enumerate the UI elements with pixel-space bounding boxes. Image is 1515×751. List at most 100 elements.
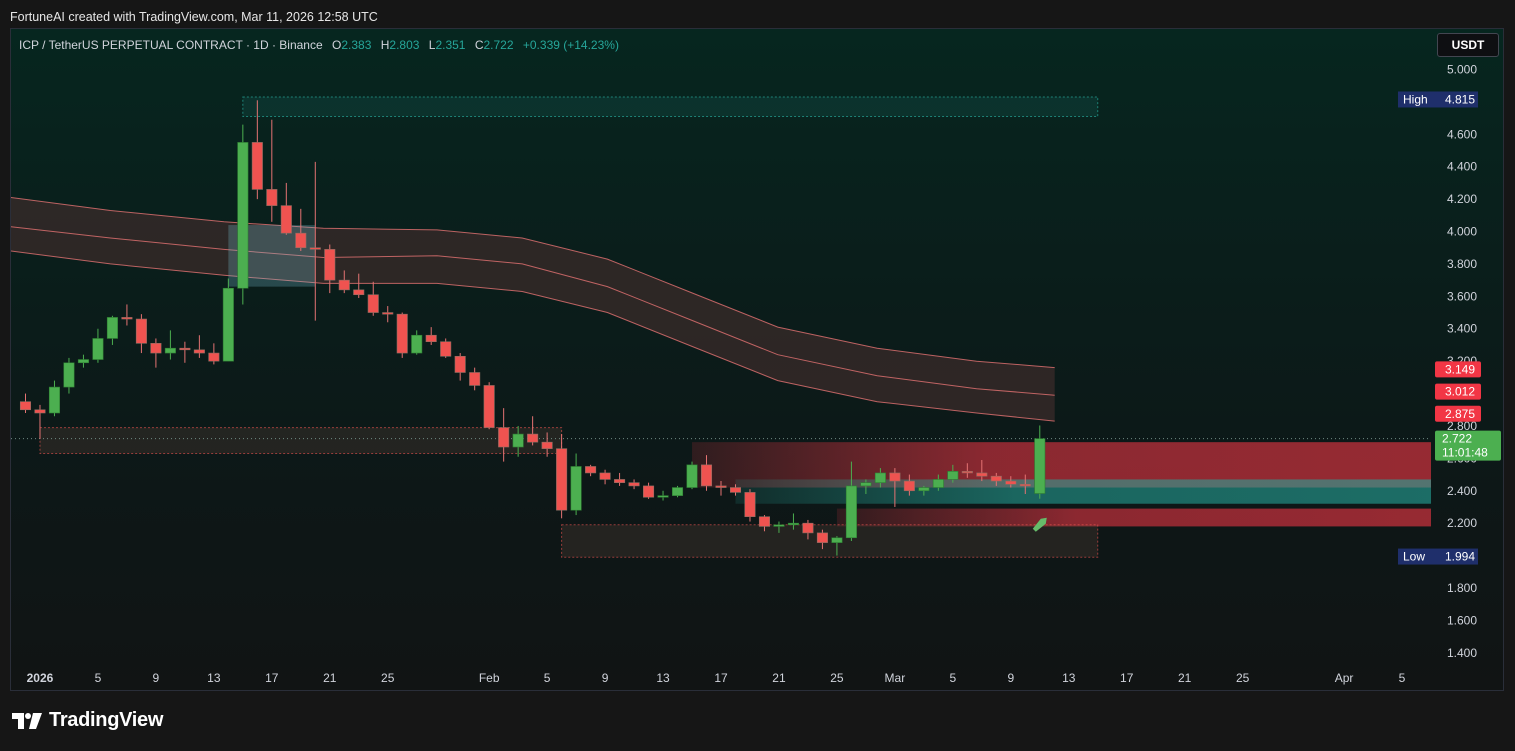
candle: [918, 485, 930, 496]
x-axis-tick: 17: [714, 671, 728, 685]
close-value: 2.722: [483, 38, 514, 52]
candle-body: [454, 355, 466, 373]
candle: [92, 328, 104, 363]
price-tag-bg: [1435, 405, 1481, 422]
candle-body: [990, 475, 1002, 482]
price-tag-value: 4.815: [1445, 92, 1475, 106]
y-axis-tick: 3.800: [1447, 257, 1477, 271]
candle-body: [643, 485, 655, 498]
candle-body: [280, 205, 292, 234]
x-axis-tick: 25: [830, 671, 844, 685]
candle: [599, 469, 611, 485]
candle: [802, 519, 814, 540]
candle-body: [657, 495, 669, 498]
candle: [889, 468, 901, 507]
x-axis-tick: 21: [323, 671, 337, 685]
candle-body: [961, 471, 973, 474]
y-axis-tick: 2.800: [1447, 419, 1477, 433]
candle-body: [541, 441, 553, 449]
candle-body: [353, 289, 365, 296]
candle: [469, 367, 481, 391]
tradingview-icon: [12, 712, 42, 729]
candle: [106, 315, 118, 345]
candle-body: [367, 294, 379, 313]
candle: [425, 327, 437, 345]
candle: [251, 100, 263, 200]
candle-body: [469, 372, 481, 386]
candle: [1005, 476, 1017, 488]
brand-name: TradingView: [49, 709, 164, 731]
candle-body: [309, 247, 321, 250]
candle: [961, 463, 973, 478]
candle: [193, 335, 205, 358]
price-tag-bg: [1435, 361, 1481, 378]
x-axis-tick: 2026: [27, 671, 54, 685]
candle-body: [715, 485, 727, 488]
candle: [77, 354, 89, 368]
open-value: 2.383: [341, 38, 372, 52]
tradingview-logo[interactable]: TradingView: [12, 709, 163, 732]
candle-body: [106, 317, 118, 339]
candle: [672, 485, 684, 498]
candle-body: [918, 487, 930, 492]
candle: [396, 312, 408, 358]
candle: [744, 489, 756, 522]
candle: [63, 357, 75, 394]
price-tag-value: 3.012: [1445, 385, 1475, 399]
candle: [222, 278, 234, 362]
price-chart[interactable]: 5.0004.8004.6004.4004.2004.0003.8003.600…: [11, 29, 1503, 690]
candle-body: [19, 401, 32, 411]
ema-band-mid-line: [11, 226, 1055, 396]
currency-button[interactable]: USDT: [1437, 33, 1499, 57]
candle: [353, 273, 365, 298]
x-axis-tick: 5: [544, 671, 551, 685]
candle-body: [729, 487, 742, 493]
price-tag-bg: [1398, 548, 1478, 565]
price-tag-bg: [1398, 91, 1478, 108]
candle: [585, 464, 597, 477]
x-axis-tick: 5: [1399, 671, 1406, 685]
candle-body: [483, 385, 495, 428]
candle-body: [976, 472, 988, 477]
candle: [831, 536, 843, 556]
candle: [787, 513, 799, 530]
candle-body: [425, 334, 437, 343]
candle-body: [63, 362, 75, 388]
candle: [628, 479, 640, 490]
candle-body: [686, 464, 698, 488]
candle: [338, 270, 350, 294]
liquidity-zone-red-low: [836, 508, 1431, 527]
candle: [845, 461, 857, 541]
candle-body: [903, 480, 915, 492]
candle: [48, 380, 60, 417]
candle: [932, 474, 944, 491]
candle-body: [860, 482, 872, 487]
candle: [179, 341, 191, 363]
candle: [266, 119, 278, 222]
candle-body: [556, 448, 568, 511]
candle: [715, 481, 727, 496]
price-tag-value: 2.875: [1445, 407, 1475, 421]
candle: [990, 472, 1002, 486]
candle-body: [599, 472, 611, 480]
candle: [614, 472, 626, 486]
candle: [411, 330, 423, 355]
candle-body: [932, 479, 944, 488]
price-tag-label: Low: [1403, 550, 1425, 564]
low-price-tag: Low 1.994: [1398, 548, 1478, 565]
open-label: O: [332, 38, 342, 52]
candle: [541, 432, 553, 457]
candle-body: [787, 522, 799, 526]
candle-body: [440, 341, 452, 357]
y-axis-tick: 2.200: [1447, 516, 1477, 530]
ema-band-upper-line: [11, 197, 1055, 369]
candle-body: [802, 522, 814, 534]
resistance-box: [242, 96, 1099, 117]
x-axis-tick: 9: [1007, 671, 1014, 685]
x-axis-tick: 21: [1178, 671, 1192, 685]
candle: [367, 281, 379, 316]
y-axis-tick: 4.600: [1447, 127, 1477, 141]
chart-panel[interactable]: 5.0004.8004.6004.4004.2004.0003.8003.600…: [10, 28, 1504, 691]
candle-body: [208, 352, 220, 362]
price-tag: 3.149: [1435, 361, 1481, 378]
